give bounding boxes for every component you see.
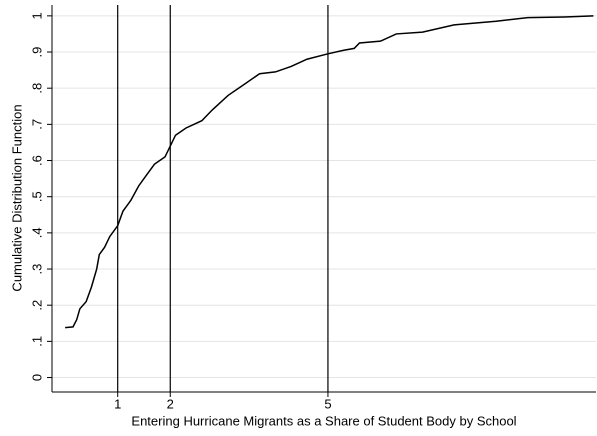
y-tick-label: .6 [29, 155, 44, 166]
y-tick-label: .9 [29, 47, 44, 58]
y-tick-label: .1 [29, 336, 44, 347]
cdf-line [65, 15, 594, 329]
y-tick-label: .5 [29, 191, 44, 202]
y-tick-label: .4 [29, 227, 44, 238]
y-tick-label: 1 [29, 12, 44, 19]
y-tick-label: .2 [29, 300, 44, 311]
x-axis-title: Entering Hurricane Migrants as a Share o… [131, 413, 516, 428]
x-tick-label: 2 [167, 396, 174, 411]
x-tick-label: 5 [324, 396, 331, 411]
y-tick-label: .7 [29, 119, 44, 130]
y-axis-title: Cumulative Distribution Function [9, 104, 24, 291]
y-tick-label: 0 [29, 374, 44, 381]
y-tick-label: .3 [29, 264, 44, 275]
y-tick-label: .8 [29, 83, 44, 94]
x-tick-label: 1 [114, 396, 121, 411]
